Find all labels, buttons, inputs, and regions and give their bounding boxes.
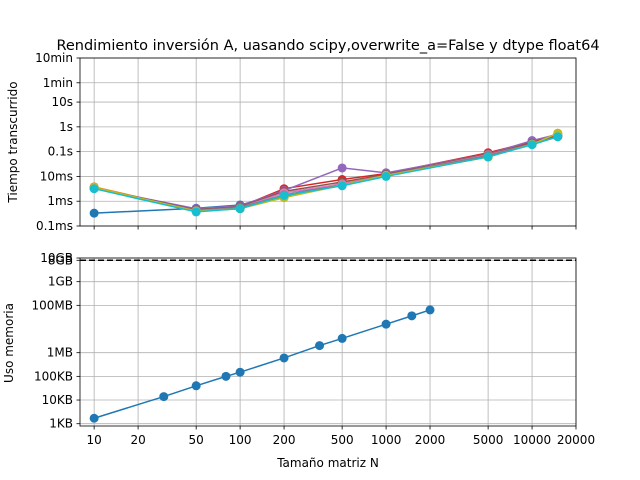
y-tick-label: 10KB bbox=[42, 393, 73, 407]
data-point bbox=[553, 132, 563, 142]
y-tick-label: 10s bbox=[51, 95, 73, 109]
y-tick-label: 10min bbox=[35, 51, 73, 65]
y-tick-label: 100KB bbox=[34, 369, 73, 383]
x-tick-label: 100 bbox=[229, 433, 252, 447]
data-point bbox=[527, 140, 537, 150]
axes-frame bbox=[79, 57, 577, 227]
data-point bbox=[337, 181, 347, 191]
y-tick-label: 100MB bbox=[32, 298, 74, 312]
data-point bbox=[235, 204, 245, 214]
x-tick-label: 10000 bbox=[513, 433, 551, 447]
y-tick-label: 8GB bbox=[48, 253, 73, 267]
y-tick-label: 1ms bbox=[47, 194, 73, 208]
data-point bbox=[89, 413, 99, 423]
y-tick-label: 0.1ms bbox=[36, 219, 73, 233]
x-tick-label: 50 bbox=[189, 433, 204, 447]
data-point bbox=[381, 171, 391, 181]
x-tick-label: 10 bbox=[87, 433, 102, 447]
time-y-axis-label: Tiempo transcurrido bbox=[6, 81, 20, 203]
x-tick-label: 2000 bbox=[415, 433, 446, 447]
chart-title: Rendimiento inversión A, uasando scipy,o… bbox=[56, 38, 599, 54]
y-tick-label: 1min bbox=[43, 76, 73, 90]
data-point bbox=[381, 319, 391, 329]
data-point bbox=[235, 367, 245, 377]
memory-chart: Uso memoria Tamaño matriz N 1KB 10KB 100KB… bbox=[2, 251, 595, 470]
data-point bbox=[425, 305, 435, 315]
data-point bbox=[221, 371, 231, 381]
data-point bbox=[483, 152, 493, 162]
series-10 bbox=[89, 132, 563, 217]
y-tick-label: 10ms bbox=[40, 169, 73, 183]
time-chart: Rendimiento inversión A, uasando scipy,o… bbox=[6, 38, 600, 233]
series-line bbox=[93, 309, 431, 419]
series-1 bbox=[89, 305, 435, 423]
y-tick-label: 10GB bbox=[40, 251, 73, 265]
data-point bbox=[315, 341, 325, 351]
x-axis-label: Tamaño matriz N bbox=[276, 456, 379, 470]
x-tick-label: 20 bbox=[130, 433, 145, 447]
x-tick-label: 20000 bbox=[557, 433, 595, 447]
y-tick-label: 1GB bbox=[48, 275, 73, 289]
x-tick-label: 200 bbox=[273, 433, 296, 447]
x-tick-label: 1000 bbox=[371, 433, 402, 447]
data-point bbox=[337, 333, 347, 343]
data-point bbox=[191, 207, 201, 217]
x-tick-label: 500 bbox=[331, 433, 354, 447]
memory-y-axis-label: Uso memoria bbox=[2, 303, 16, 383]
y-tick-label: 1KB bbox=[49, 417, 73, 431]
data-point bbox=[279, 191, 289, 201]
y-tick-label: 1MB bbox=[47, 346, 73, 360]
data-point bbox=[337, 163, 347, 173]
grid-lines bbox=[80, 257, 577, 426]
y-tick-label: 1s bbox=[59, 120, 73, 134]
data-point bbox=[89, 184, 99, 194]
series-5 bbox=[89, 129, 563, 214]
data-point bbox=[191, 381, 201, 391]
x-tick-label: 5000 bbox=[473, 433, 504, 447]
data-point bbox=[279, 353, 289, 363]
data-point bbox=[159, 392, 169, 402]
series-6 bbox=[89, 131, 563, 215]
series-9 bbox=[89, 128, 563, 216]
data-point bbox=[89, 208, 99, 218]
axes-frame bbox=[79, 257, 577, 427]
data-point bbox=[407, 311, 417, 321]
y-tick-label: 0.1s bbox=[48, 145, 73, 159]
